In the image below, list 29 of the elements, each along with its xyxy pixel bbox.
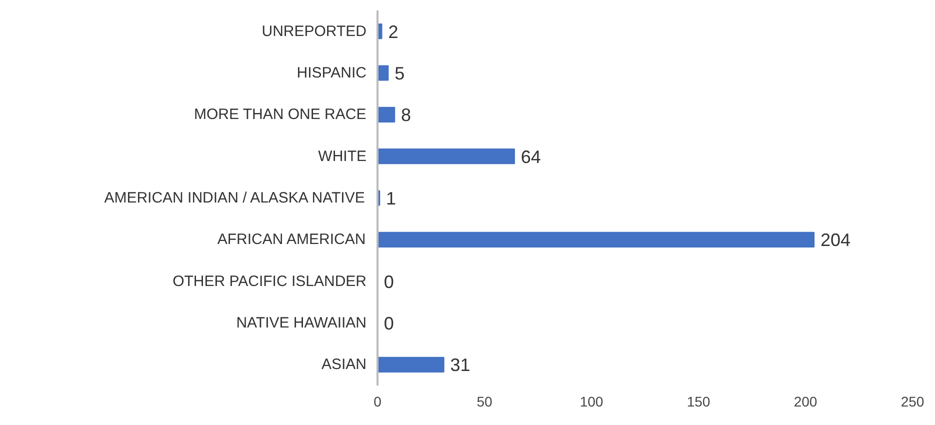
y-tick-label: AFRICAN AMERICAN: [217, 231, 366, 248]
data-label: 1: [386, 188, 396, 208]
data-label: 8: [401, 105, 412, 126]
y-tick-label: WHITE: [318, 148, 367, 165]
y-tick-label: UNREPORTED: [262, 22, 367, 40]
x-tick-label: 50: [476, 394, 492, 410]
y-tick-label: MORE THAN ONE RACE: [194, 106, 366, 124]
bar: [378, 232, 815, 248]
bar: [378, 106, 396, 122]
data-label: 5: [394, 64, 405, 84]
bar: [378, 356, 444, 372]
data-label: 0: [384, 272, 394, 292]
bar: [378, 65, 389, 81]
x-tick-label: 0: [374, 394, 382, 410]
data-label: 204: [820, 230, 851, 250]
y-tick-label: AMERICAN INDIAN / ALASKA NATIVE: [104, 190, 365, 206]
data-label: 64: [520, 146, 541, 167]
data-label: 31: [450, 355, 470, 376]
x-tick-label: 150: [686, 394, 710, 410]
y-tick-label: HISPANIC: [296, 64, 367, 82]
y-tick-label: ASIAN: [321, 356, 366, 374]
data-label: 0: [384, 314, 394, 334]
x-tick-label: 250: [900, 394, 924, 410]
y-tick-label: NATIVE HAWAIIAN: [236, 314, 367, 332]
bar: [378, 148, 515, 164]
y-tick-label: OTHER PACIFIC ISLANDER: [172, 272, 367, 290]
x-tick-label: 200: [794, 394, 818, 410]
data-label: 2: [388, 22, 398, 42]
x-tick-label: 100: [580, 394, 604, 410]
